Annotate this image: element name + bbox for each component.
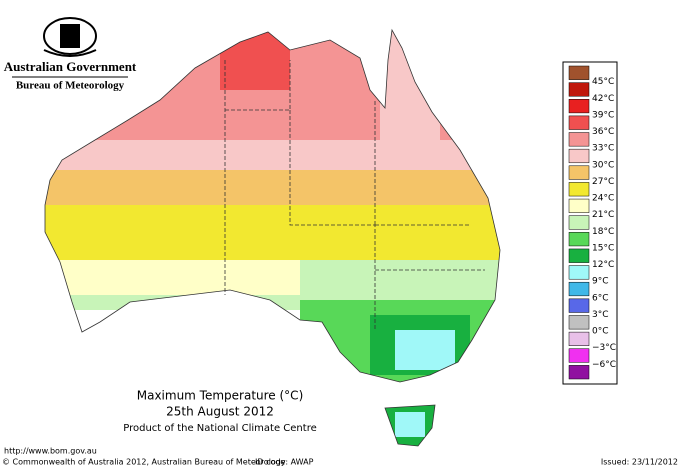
legend-label: 42°C bbox=[592, 94, 614, 104]
legend-label: −6°C bbox=[592, 360, 616, 370]
legend-swatch bbox=[568, 298, 590, 313]
legend-swatch bbox=[568, 198, 590, 213]
legend-label: 27°C bbox=[592, 177, 614, 187]
legend-label: 24°C bbox=[592, 194, 614, 204]
legend-label: 30°C bbox=[592, 160, 614, 170]
issued: Issued: 23/11/2012 bbox=[601, 458, 678, 467]
legend-label: −3°C bbox=[592, 343, 616, 353]
id-code: ID code: AWAP bbox=[255, 458, 314, 467]
legend-swatch bbox=[568, 99, 590, 114]
legend-label: 9°C bbox=[592, 277, 609, 287]
legend-swatch bbox=[568, 331, 590, 346]
legend-swatch bbox=[568, 315, 590, 330]
legend-label: 15°C bbox=[592, 243, 614, 253]
legend-label: 18°C bbox=[592, 227, 614, 237]
agency-name: Bureau of Meteorology bbox=[16, 80, 125, 92]
government-name: Australian Government bbox=[4, 59, 137, 74]
legend-label: 33°C bbox=[592, 144, 614, 154]
legend-swatch bbox=[568, 115, 590, 130]
url: http://www.bom.gov.au bbox=[4, 447, 97, 456]
coat-of-arms bbox=[43, 17, 97, 57]
legend-label: 36°C bbox=[592, 127, 614, 137]
legend-swatch bbox=[568, 265, 590, 280]
legend-swatch bbox=[568, 232, 590, 247]
legend-swatch bbox=[568, 215, 590, 230]
legend-label: 12°C bbox=[592, 260, 614, 270]
legend: 45°C 42°C 39°C 36°C 33°C 30°C 27°C 24°C 21°C 18°C… bbox=[568, 65, 616, 380]
legend-swatch bbox=[568, 82, 590, 97]
legend-label: 0°C bbox=[592, 327, 609, 337]
legend-swatch bbox=[568, 248, 590, 263]
copyright: © Commonwealth of Australia 2012, Austra… bbox=[2, 458, 286, 467]
product-note: Product of the National Climate Centre bbox=[123, 423, 317, 434]
legend-swatch bbox=[568, 348, 590, 363]
legend-swatch bbox=[568, 165, 590, 180]
legend-label: 21°C bbox=[592, 210, 614, 220]
legend-swatch bbox=[568, 281, 590, 297]
legend-label: 39°C bbox=[592, 110, 614, 120]
map-date: 25th August 2012 bbox=[166, 405, 274, 419]
legend-swatch bbox=[568, 148, 590, 164]
legend-swatch bbox=[568, 132, 590, 147]
legend-label: 3°C bbox=[592, 310, 609, 320]
legend-swatch bbox=[568, 65, 590, 80]
legend-label: 6°C bbox=[592, 293, 609, 303]
legend-label: 45°C bbox=[592, 77, 614, 87]
legend-swatch bbox=[568, 182, 590, 197]
map-title: Maximum Temperature (°C) bbox=[137, 389, 304, 403]
legend-swatch bbox=[568, 365, 590, 380]
